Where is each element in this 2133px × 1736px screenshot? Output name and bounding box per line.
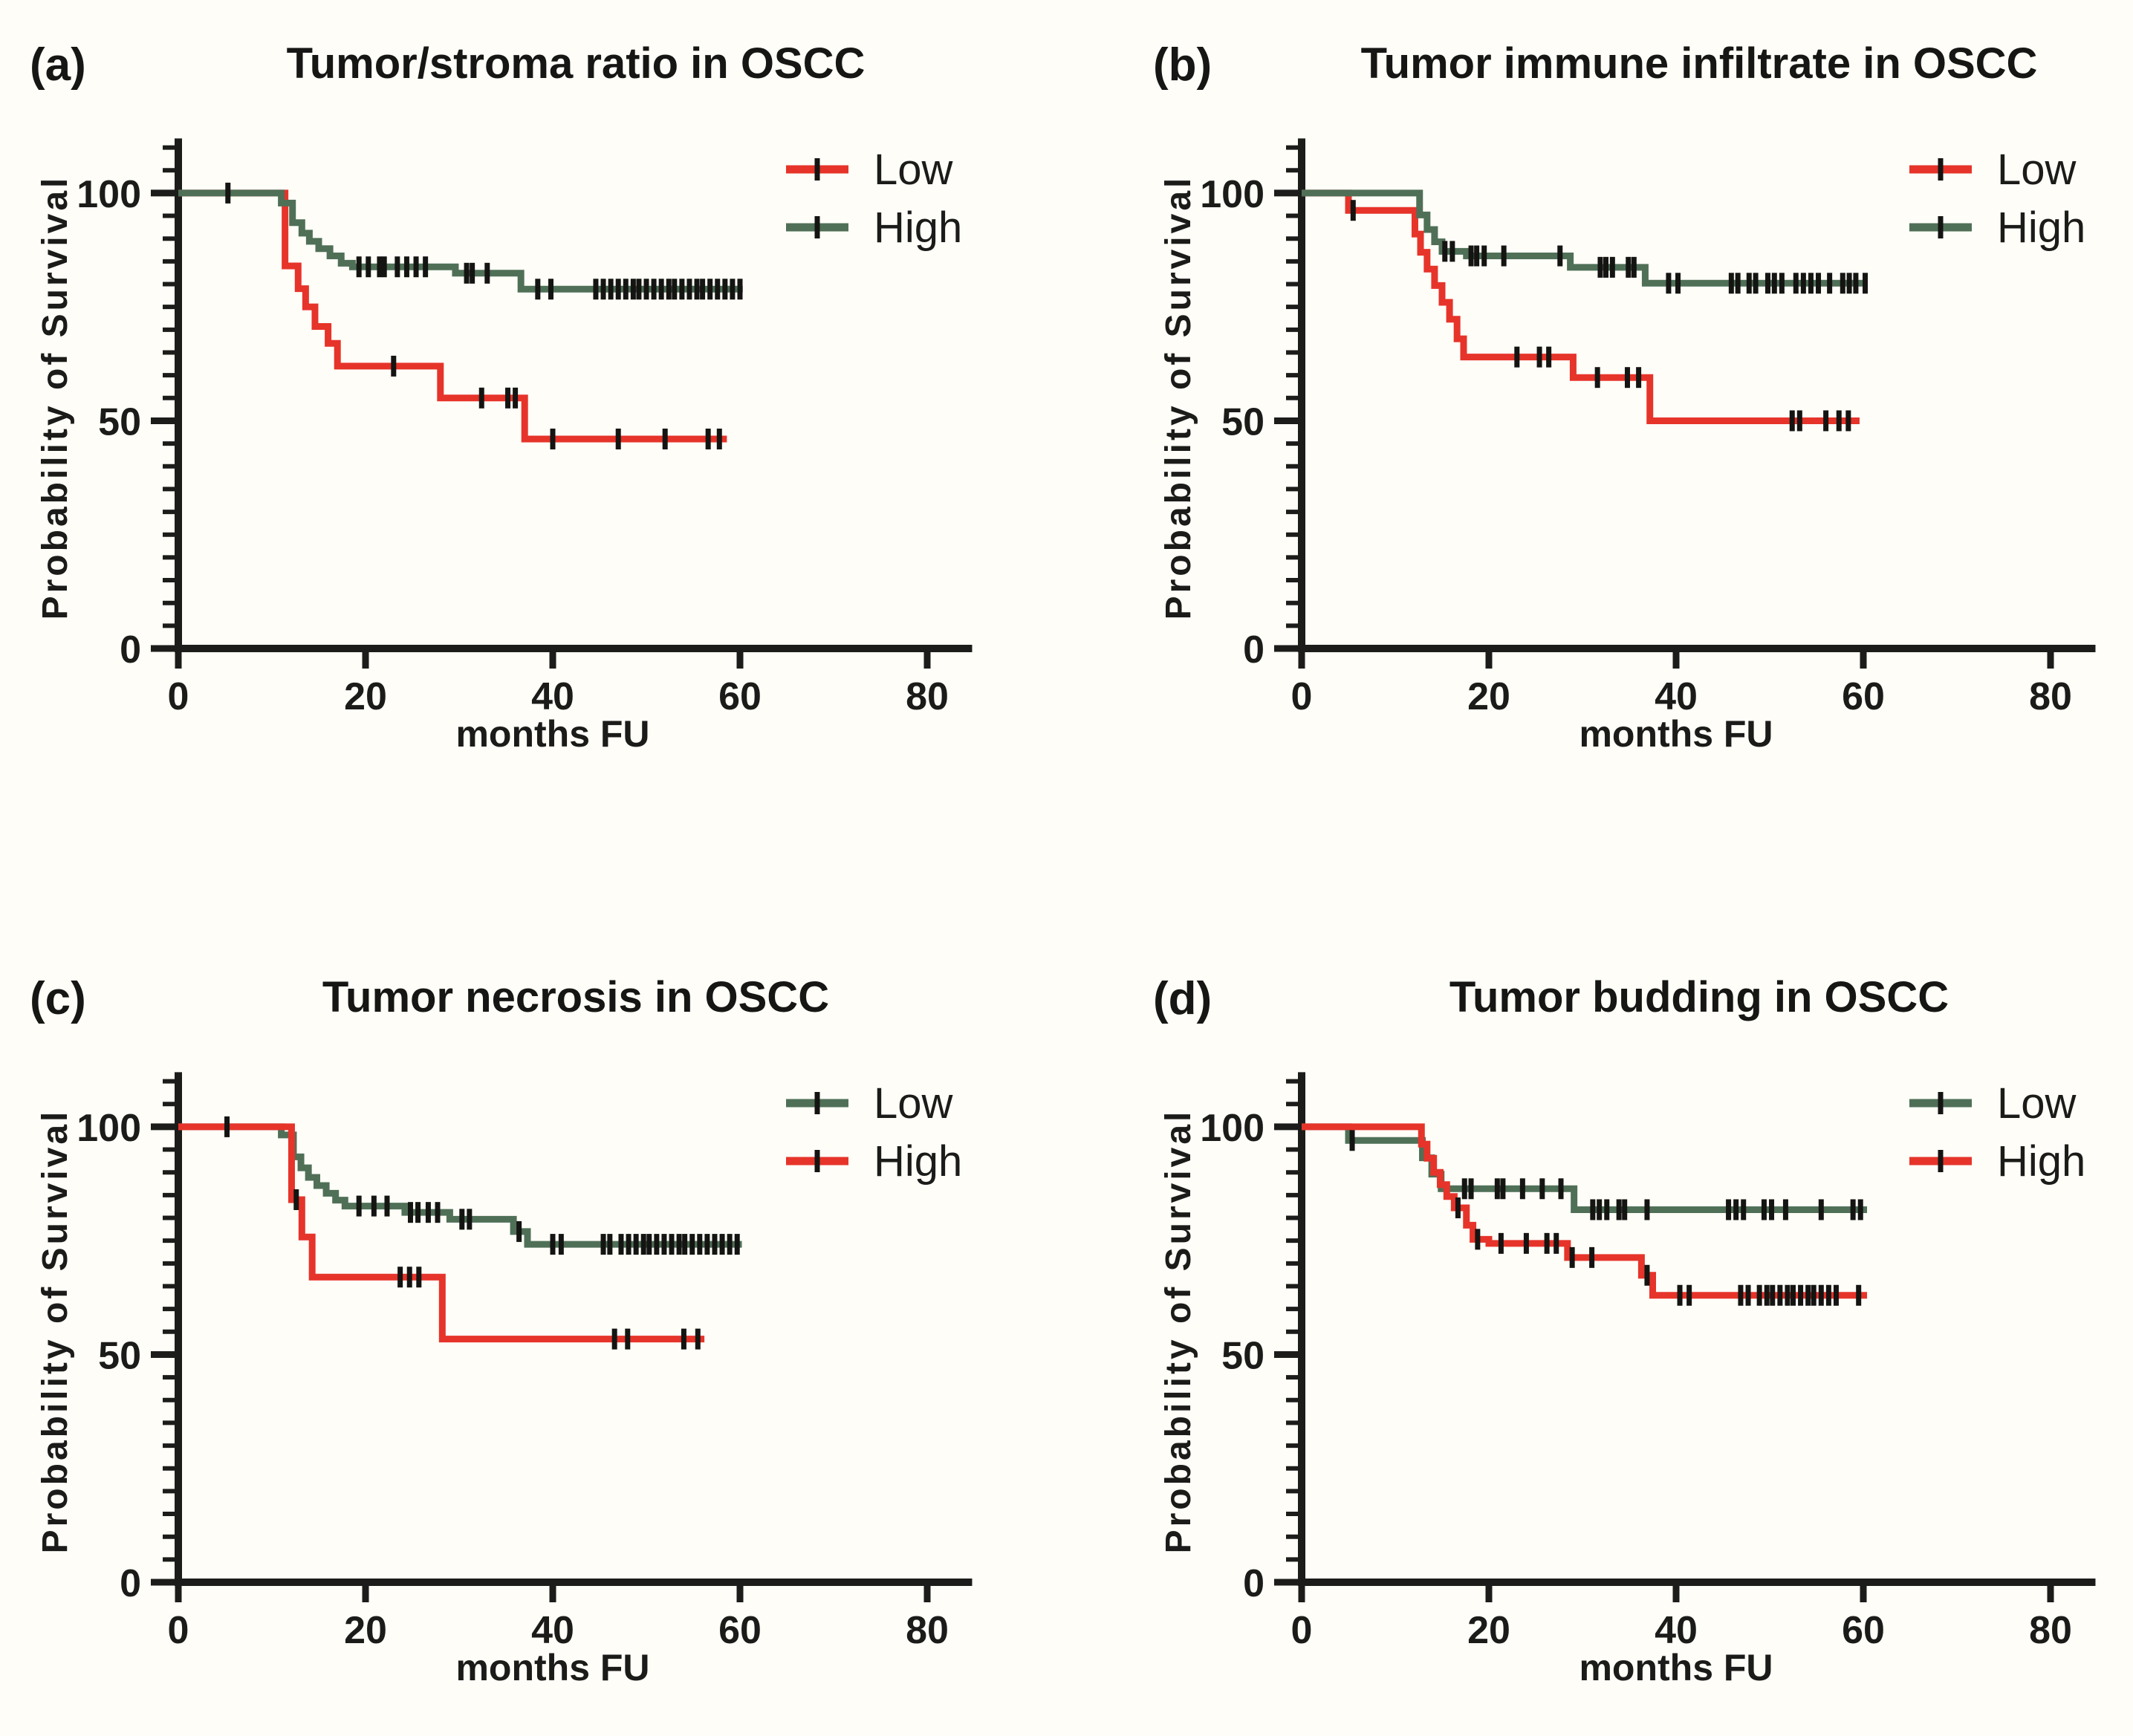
legend-label: Low [874, 146, 954, 194]
y-tick-label: 50 [98, 1334, 141, 1377]
x-tick-label: 80 [2029, 1609, 2072, 1652]
x-tick-label: 80 [906, 1609, 949, 1652]
y-tick-label: 100 [1200, 1107, 1264, 1150]
y-tick-label: 0 [1243, 628, 1264, 672]
y-axis-label: Probability of Survival [36, 175, 75, 620]
km-plot-tumor-immune-infiltrate: 0 20 40 60 80 0 50 100 months FU Probability of S… [1159, 138, 2096, 755]
x-tick-label: 40 [531, 1609, 574, 1652]
panel-b: (b) Tumor immune infiltrate in OSCC 0 20 4… [1123, 0, 2133, 802]
y-tick-label: 100 [77, 173, 141, 216]
panel-letter: (a) [30, 39, 86, 91]
legend-label: Low [1997, 1079, 2077, 1128]
survival-curve-low [1302, 1123, 1868, 1213]
x-tick-label: 20 [1467, 675, 1510, 718]
km-plot-tumor-necrosis: 0 20 40 60 80 0 50 100 months FU Probability of S… [36, 1072, 973, 1688]
x-tick-label: 60 [718, 675, 762, 718]
x-tick-label: 20 [344, 1609, 387, 1652]
panel-c: (c) Tumor necrosis in OSCC 0 20 40 60 80 0 50 1… [0, 934, 1010, 1736]
legend-label: Low [874, 1079, 954, 1128]
legend-label: High [874, 1137, 962, 1186]
x-axis-label: months FU [1579, 1647, 1773, 1688]
y-tick-label: 0 [1243, 1562, 1264, 1605]
y-axis-label: Probability of Survival [36, 1109, 75, 1554]
y-tick-label: 100 [1200, 173, 1264, 216]
panel-d: (d) Tumor budding in OSCC 0 20 40 60 80 0 50 10… [1123, 934, 2133, 1736]
x-tick-label: 0 [168, 1609, 189, 1652]
legend-label: High [874, 204, 962, 252]
x-tick-label: 0 [1291, 1609, 1313, 1652]
x-tick-label: 80 [906, 675, 949, 718]
panel-title: Tumor/stroma ratio in OSCC [286, 39, 866, 88]
x-tick-label: 20 [1467, 1609, 1510, 1652]
panel-a: (a) Tumor/stroma ratio in OSCC 0 20 40 60 80… [0, 0, 1010, 802]
x-tick-label: 60 [1842, 675, 1885, 718]
panel-letter: (c) [30, 973, 86, 1024]
survival-curve-low [1302, 189, 1860, 424]
x-tick-label: 60 [1842, 1609, 1885, 1652]
km-plot-tumor-budding: 0 20 40 60 80 0 50 100 months FU Probability of S… [1159, 1072, 2096, 1688]
survival-curve-low [178, 189, 727, 443]
km-plot-tumor-stroma-ratio: 0 20 40 60 80 0 50 100 months FU Probability of S… [36, 138, 973, 755]
legend-label: High [1997, 204, 2085, 252]
legend-label: Low [1997, 146, 2077, 194]
panel-letter: (d) [1153, 973, 1212, 1024]
panel-title: Tumor budding in OSCC [1449, 973, 1949, 1021]
y-tick-label: 100 [77, 1107, 141, 1150]
x-axis-label: months FU [455, 1647, 649, 1688]
y-tick-label: 50 [1221, 400, 1264, 443]
x-axis-label: months FU [1579, 713, 1773, 755]
y-tick-label: 50 [98, 400, 141, 443]
x-tick-label: 60 [718, 1609, 762, 1652]
legend-label: High [1997, 1137, 2085, 1186]
x-tick-label: 40 [1655, 1609, 1698, 1652]
x-tick-label: 40 [1655, 675, 1698, 718]
x-axis-label: months FU [455, 713, 649, 755]
x-tick-label: 0 [1291, 675, 1313, 718]
survival-curve-high [178, 189, 743, 293]
y-tick-label: 0 [120, 628, 141, 672]
panel-title: Tumor necrosis in OSCC [322, 973, 830, 1021]
x-tick-label: 80 [2029, 675, 2072, 718]
survival-curve-high [1302, 189, 1868, 287]
survival-curve-high [178, 1123, 705, 1343]
x-tick-label: 40 [531, 675, 574, 718]
y-tick-label: 50 [1221, 1334, 1264, 1377]
y-axis-label: Probability of Survival [1159, 1109, 1198, 1554]
x-tick-label: 0 [168, 675, 189, 718]
y-axis-label: Probability of Survival [1159, 175, 1198, 620]
panel-title: Tumor immune infiltrate in OSCC [1360, 39, 2038, 88]
panel-letter: (b) [1153, 39, 1212, 91]
x-tick-label: 20 [344, 675, 387, 718]
y-tick-label: 0 [120, 1562, 141, 1605]
